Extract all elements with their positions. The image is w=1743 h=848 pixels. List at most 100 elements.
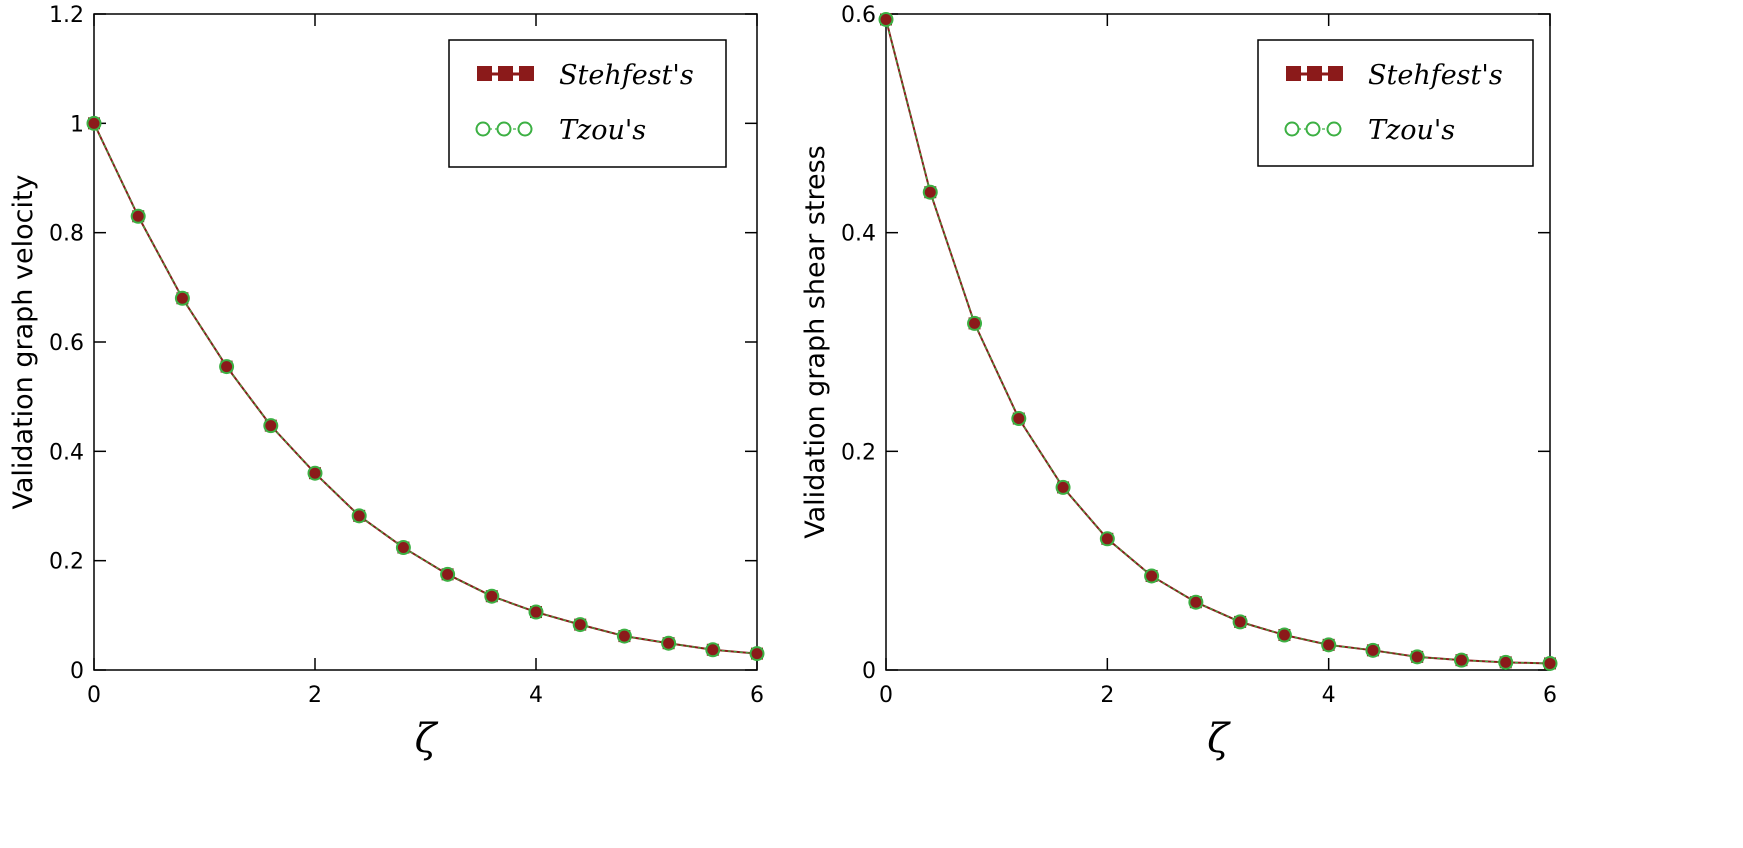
tzou-marker (572, 617, 588, 633)
legend-tzou-marker (496, 121, 512, 137)
stehfest-marker (706, 643, 719, 656)
tzou-marker (1542, 655, 1558, 671)
stehfest-marker (1499, 656, 1512, 669)
y-tick-label: 1 (70, 112, 84, 137)
x-tick-label: 4 (1322, 683, 1336, 708)
legend-label-stehfest: Stehfest's (559, 60, 694, 91)
tzou-marker (616, 628, 632, 644)
stehfest-marker (485, 590, 498, 603)
stehfest-marker (176, 292, 189, 305)
tzou-marker (705, 642, 721, 658)
stehfest-marker (662, 637, 675, 650)
y-tick-label: 1.2 (49, 3, 84, 28)
stehfest-marker (1411, 650, 1424, 663)
x-axis-label: ζ (415, 716, 439, 762)
stehfest-marker (220, 360, 233, 373)
stehfest-marker (353, 509, 366, 522)
legend-stehfest-marker (1328, 66, 1343, 81)
tzou-marker (174, 290, 190, 306)
legend-stehfest-marker (498, 66, 513, 81)
stehfest-marker (1366, 644, 1379, 657)
legend-stehfest-marker (1286, 66, 1301, 81)
tzou-marker (967, 315, 983, 331)
tzou-marker (749, 646, 765, 662)
stehfest-marker (924, 186, 937, 199)
plot-frame (885, 13, 1551, 671)
stehfest-marker (574, 618, 587, 631)
tzou-marker (219, 359, 235, 375)
tzou-marker (878, 11, 894, 27)
tzou-marker (1144, 568, 1160, 584)
stehfest-marker (264, 419, 277, 432)
tzou-marker (1276, 627, 1292, 643)
stehfest-marker (309, 467, 321, 480)
stehfest-marker (1012, 412, 1025, 425)
legend-tzou-marker (1326, 121, 1342, 137)
tzou-marker (1099, 531, 1115, 547)
x-axis-label: ζ (1207, 716, 1231, 762)
velocity-chart: 0 0.2 0.4 0.6 0.8 1 1.2 0 2 4 6 Validation graph ve… (8, 3, 765, 762)
stehfest-marker (1544, 657, 1556, 670)
y-tick-label: 0.8 (49, 222, 84, 247)
stehfest-marker (751, 647, 763, 660)
stehfest-marker (1322, 638, 1335, 651)
y-tick-label: 0.4 (841, 222, 876, 247)
x-tick-label: 2 (308, 683, 322, 708)
legend: Stehfest's Tzou's (1257, 39, 1534, 167)
tzou-marker (1498, 654, 1514, 670)
legend-box (1257, 39, 1534, 167)
tzou-marker (484, 588, 500, 604)
legend-stehfest-marker (519, 66, 534, 81)
tzou-marker (351, 508, 367, 524)
stehfest-marker (88, 117, 100, 130)
tzou-marker (440, 566, 456, 582)
x-tick-label: 6 (1543, 683, 1557, 708)
legend-stehfest-marker (477, 66, 492, 81)
stehfest-marker (1234, 615, 1247, 628)
stehfest-marker (1101, 532, 1114, 545)
shear-stress-chart: 0 0.2 0.4 0.6 0 2 4 6 Validation graph shear str… (800, 3, 1558, 762)
tzou-marker (1055, 479, 1071, 495)
stehfest-marker (1057, 481, 1070, 494)
y-tick-label: 0.2 (841, 440, 876, 465)
y-tick-label: 0 (70, 659, 84, 684)
y-tick-label: 0.6 (841, 3, 876, 28)
x-tick-label: 4 (529, 683, 543, 708)
y-tick-label: 0 (862, 659, 876, 684)
tzou-marker (528, 604, 544, 620)
tzou-marker (1011, 411, 1027, 427)
tzou-marker (263, 418, 279, 434)
tzou-marker (1365, 642, 1381, 658)
x-tick-label: 0 (879, 683, 893, 708)
tzou-marker (922, 184, 938, 200)
tzou-marker (1232, 614, 1248, 630)
tzou-marker (307, 465, 323, 481)
legend: Stehfest's Tzou's (448, 39, 727, 168)
tzou-marker (130, 208, 146, 224)
y-axis-label: Validation graph velocity (8, 174, 39, 509)
legend-tzou-marker (517, 121, 533, 137)
tzou-marker (661, 635, 677, 651)
legend-stehfest-marker (1307, 66, 1322, 81)
y-tick-label: 0.4 (49, 440, 84, 465)
tzou-marker (1453, 652, 1469, 668)
stehfest-marker (968, 317, 981, 330)
series-line-tzou (885, 19, 1551, 665)
y-tick-label: 0.2 (49, 550, 84, 575)
series-line-stehfest (93, 122, 758, 655)
series-line-tzou (93, 123, 758, 655)
stehfest-marker (530, 606, 542, 619)
stehfest-marker (441, 568, 454, 581)
tzou-marker (86, 115, 102, 131)
x-tick-label: 2 (1100, 683, 1114, 708)
tzou-marker (395, 540, 411, 556)
tzou-marker (1409, 649, 1425, 665)
legend-label-tzou: Tzou's (559, 115, 646, 146)
stehfest-marker (1145, 569, 1158, 582)
tzou-marker (1188, 594, 1204, 610)
stehfest-marker (880, 13, 892, 26)
tzou-marker (1321, 637, 1337, 653)
y-tick-label: 0.6 (49, 331, 84, 356)
legend-label-stehfest: Stehfest's (1368, 60, 1503, 91)
